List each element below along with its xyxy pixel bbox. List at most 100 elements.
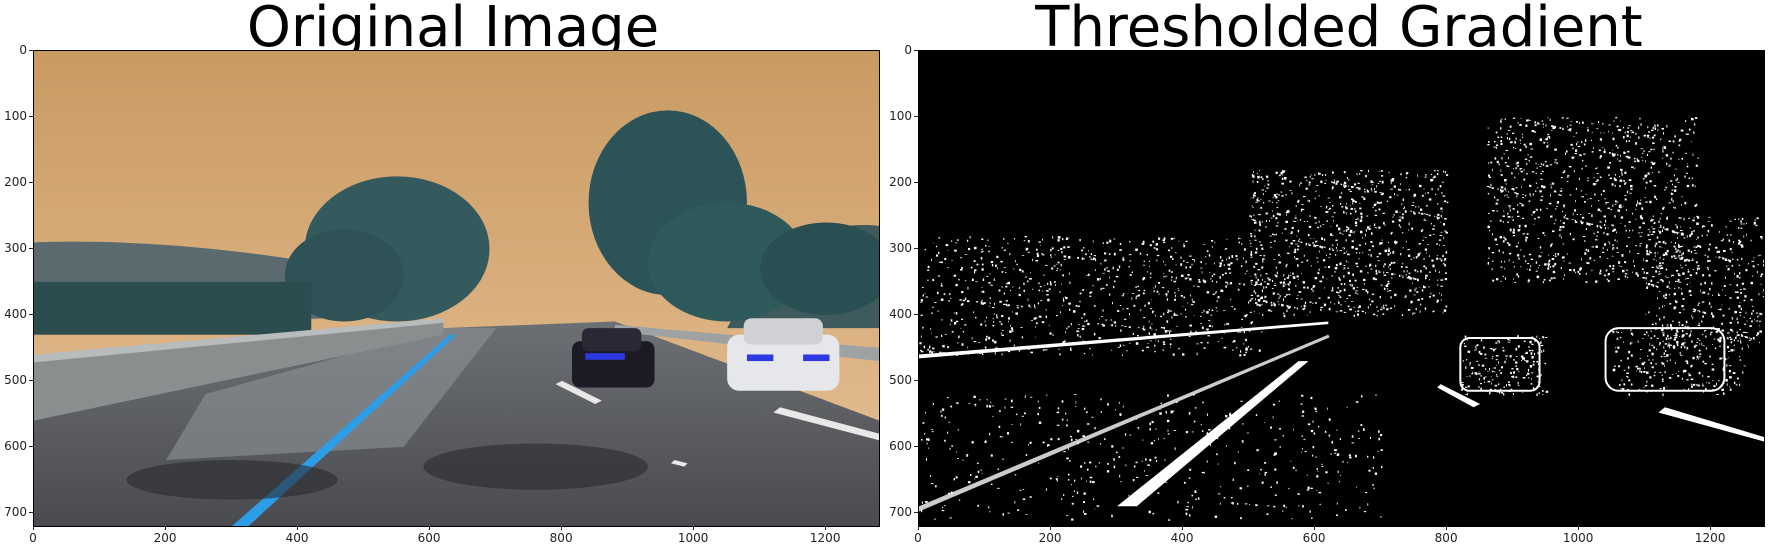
gradient-pixel [1251, 174, 1254, 177]
gradient-pixel [1436, 243, 1438, 245]
gradient-pixel [1303, 286, 1306, 289]
gradient-pixel [1617, 209, 1621, 212]
gradient-pixel [1762, 296, 1764, 298]
gradient-pixel [1442, 170, 1444, 173]
gradient-pixel [1030, 396, 1033, 398]
gradient-pixel [982, 290, 985, 293]
gradient-pixel [1602, 189, 1605, 193]
gradient-pixel [1516, 273, 1518, 276]
gradient-pixel [1225, 247, 1228, 249]
gradient-pixel [1625, 229, 1627, 232]
gradient-pixel [1659, 342, 1661, 344]
gradient-pixel [1758, 341, 1760, 344]
gradient-pixel [1620, 388, 1623, 390]
gradient-pixel [1697, 324, 1701, 326]
gradient-pixel [1118, 401, 1120, 404]
gradient-pixel [1487, 144, 1490, 146]
gradient-pixel [1550, 277, 1553, 280]
gradient-pixel [1253, 192, 1256, 195]
gradient-pixel [1681, 329, 1684, 333]
gradient-pixel [1050, 438, 1053, 441]
gradient-pixel [1666, 277, 1669, 278]
gradient-pixel [1521, 359, 1523, 362]
gradient-pixel [1569, 124, 1572, 126]
gradient-pixel [1200, 341, 1203, 344]
gradient-pixel [1339, 232, 1342, 234]
gradient-pixel [1684, 345, 1686, 349]
gradient-pixel [1343, 267, 1346, 269]
gradient-pixel [1569, 194, 1572, 196]
gradient-pixel [1025, 454, 1028, 456]
gradient-pixel [1353, 230, 1355, 234]
gradient-pixel [1063, 451, 1066, 453]
gradient-pixel [1392, 216, 1394, 218]
gradient-pixel [1759, 325, 1760, 327]
gradient-pixel [1561, 210, 1564, 213]
gradient-pixel [1494, 384, 1498, 387]
gradient-pixel [1201, 430, 1204, 432]
gradient-pixel [1672, 345, 1676, 348]
gradient-pixel [1038, 406, 1041, 409]
gradient-pixel [1345, 229, 1348, 232]
gradient-pixel [1688, 289, 1692, 293]
gradient-pixel [1728, 351, 1731, 352]
gradient-pixel [1219, 256, 1222, 259]
gradient-pixel [1661, 127, 1664, 130]
gradient-pixel [1626, 130, 1629, 133]
gradient-pixel [1194, 490, 1197, 494]
gradient-pixel [1096, 278, 1100, 281]
gradient-pixel [1121, 325, 1124, 327]
gradient-pixel [1324, 287, 1325, 289]
gradient-pixel [1208, 429, 1211, 431]
gradient-pixel [1071, 483, 1072, 486]
gradient-pixel [921, 501, 924, 504]
gradient-pixel [1053, 265, 1055, 267]
gradient-pixel [1131, 297, 1133, 300]
gradient-pixel [1709, 355, 1711, 358]
gradient-pixel [1610, 224, 1614, 226]
gradient-pixel [1057, 438, 1060, 441]
gradient-pixel [1724, 276, 1726, 279]
gradient-pixel [1394, 240, 1396, 242]
gradient-pixel [1685, 172, 1688, 174]
gradient-pixel [1493, 348, 1495, 352]
gradient-pixel [1110, 324, 1112, 326]
gradient-pixel [1386, 308, 1389, 311]
gradient-pixel [1688, 177, 1690, 180]
gradient-pixel [1348, 179, 1350, 181]
gradient-pixel [1753, 339, 1755, 340]
gradient-pixel [1382, 212, 1385, 215]
gradient-pixel [1676, 231, 1678, 235]
gradient-pixel [1022, 489, 1025, 491]
gradient-pixel [1054, 254, 1056, 256]
gradient-pixel [1729, 376, 1732, 379]
gradient-pixel [1639, 367, 1641, 370]
gradient-pixel [1524, 158, 1528, 160]
gradient-pixel [957, 341, 959, 344]
gradient-pixel [1617, 146, 1619, 149]
gradient-pixel [1559, 234, 1561, 237]
gradient-pixel [1255, 298, 1257, 301]
gradient-pixel [1653, 223, 1655, 225]
gradient-pixel [1490, 348, 1493, 350]
gradient-pixel [1684, 176, 1686, 178]
gradient-pixel [1182, 305, 1184, 307]
gradient-pixel [1529, 268, 1531, 271]
gradient-pixel [1405, 295, 1407, 298]
gradient-pixel [1368, 469, 1371, 472]
gradient-pixel [1201, 326, 1204, 329]
gradient-pixel [1537, 267, 1539, 269]
gradient-pixel [1597, 121, 1600, 123]
gradient-pixel [1615, 144, 1618, 147]
gradient-pixel [1071, 518, 1074, 521]
gradient-pixel [1623, 383, 1626, 386]
gradient-pixel [1498, 361, 1500, 364]
gradient-pixel [1724, 295, 1727, 297]
gradient-pixel [1209, 443, 1211, 447]
gradient-pixel [1172, 410, 1175, 412]
gradient-pixel [1565, 150, 1568, 153]
gradient-pixel [1682, 233, 1684, 235]
gradient-pixel [1312, 286, 1315, 289]
gradient-pixel [1694, 252, 1698, 254]
gradient-pixel [1708, 274, 1711, 277]
